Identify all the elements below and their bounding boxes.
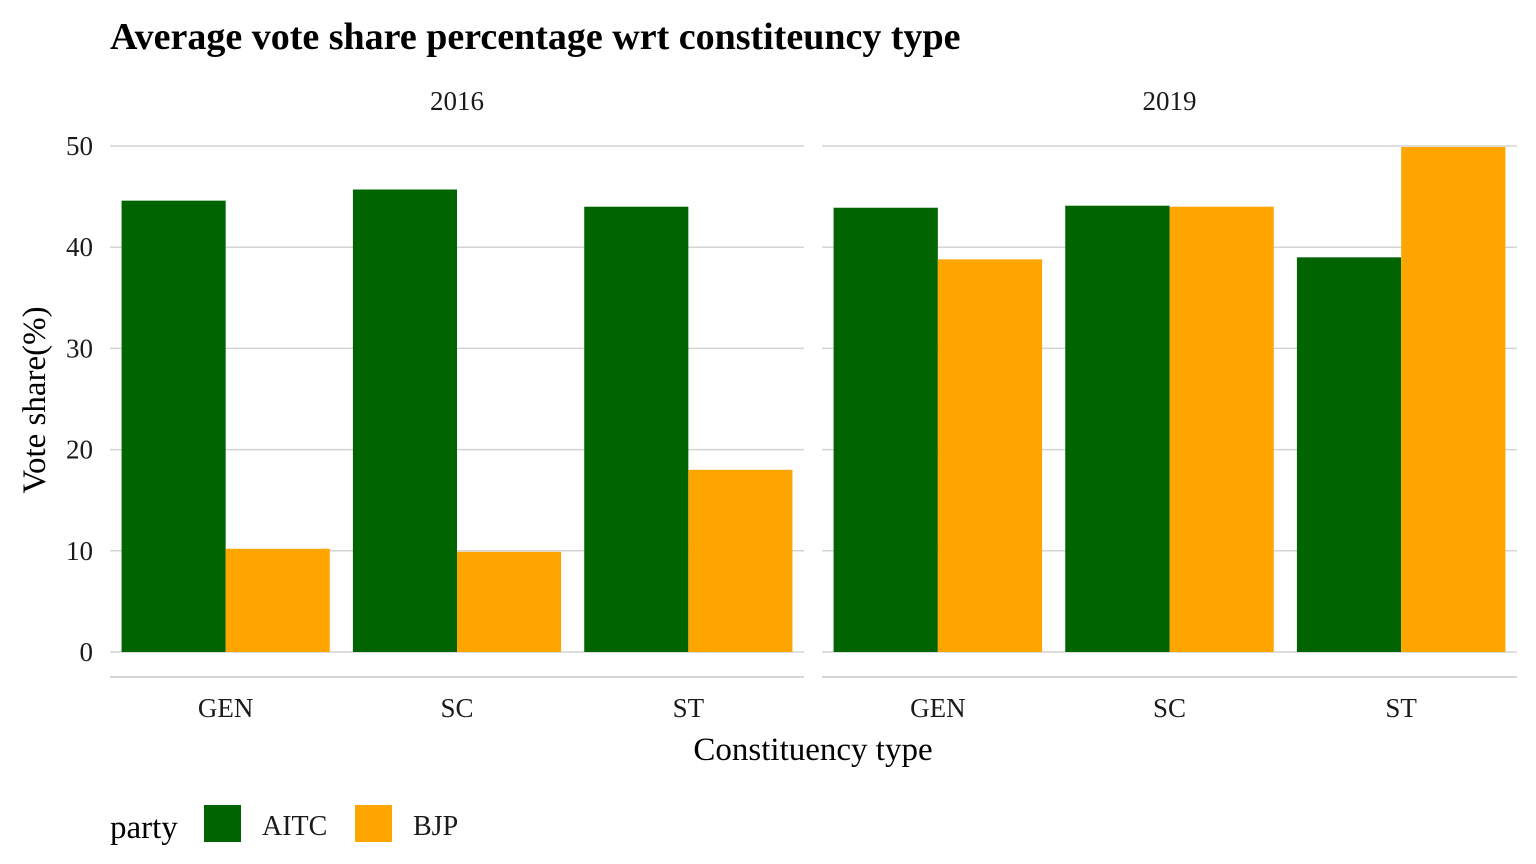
x-tick-label: SC	[440, 693, 473, 723]
bar-bjp-gen-2016	[225, 548, 330, 652]
bar-bjp-sc-2019	[1169, 206, 1274, 652]
panel-strip-label: 2016	[430, 86, 484, 116]
panel-2019: 2019 GEN SC ST	[822, 86, 1517, 723]
y-tick-label: 30	[66, 333, 93, 363]
bar-bjp-sc-2016	[457, 551, 562, 652]
x-tick-label: GEN	[198, 693, 254, 723]
y-tick-label: 40	[66, 232, 93, 262]
bar-aitc-st-2019	[1296, 257, 1402, 652]
x-tick-label: SC	[1153, 693, 1186, 723]
bar-bjp-gen-2019	[937, 259, 1043, 652]
y-tick-label: 50	[66, 131, 93, 161]
bar-bjp-st-2019	[1401, 147, 1506, 652]
y-tick-label: 0	[80, 637, 94, 667]
bar-aitc-st-2016	[584, 206, 689, 652]
legend: party AITC BJP	[110, 805, 458, 846]
y-tick-label: 20	[66, 435, 93, 465]
legend-label-bjp: BJP	[413, 811, 458, 842]
x-axis-title: Constituency type	[693, 732, 932, 768]
x-tick-label: ST	[1385, 693, 1417, 723]
bar-bjp-st-2016	[688, 469, 793, 652]
panels: 0 10 20 30 40 50 2016 GEN SC ST 2019 GEN SC ST	[66, 86, 1517, 723]
panel-strip-label: 2019	[1143, 86, 1197, 116]
bar-aitc-sc-2016	[352, 189, 457, 653]
x-tick-label: GEN	[910, 693, 966, 723]
x-tick-label: ST	[673, 693, 705, 723]
legend-label-aitc: AITC	[262, 811, 327, 842]
y-tick-label: 10	[66, 536, 93, 566]
legend-swatch-aitc	[204, 805, 241, 842]
bar-aitc-sc-2019	[1065, 205, 1170, 652]
legend-swatch-bjp	[355, 805, 392, 842]
panel-2016: 2016 GEN SC ST	[110, 86, 804, 723]
bar-aitc-gen-2019	[833, 207, 938, 652]
chart-title: Average vote share percentage wrt consti…	[110, 16, 961, 58]
legend-title: party	[110, 810, 178, 846]
y-axis-title: Vote share(%)	[17, 306, 53, 493]
bar-aitc-gen-2016	[121, 200, 226, 652]
